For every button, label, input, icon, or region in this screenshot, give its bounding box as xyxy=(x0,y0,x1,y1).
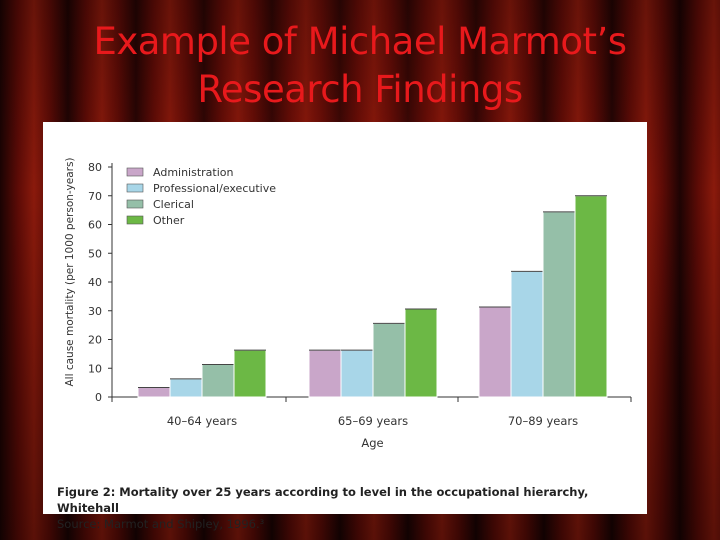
slide-title-line-1: Example of Michael Marmot’s xyxy=(93,20,627,63)
legend-swatch xyxy=(126,167,144,177)
bar-administration-1 xyxy=(308,349,342,398)
legend-entry: Professional/executive xyxy=(153,182,276,195)
bar-administration-0 xyxy=(137,387,171,398)
legend-entry: Clerical xyxy=(153,198,194,211)
y-tick-label: 70 xyxy=(88,190,102,203)
y-tick-label: 30 xyxy=(88,305,102,318)
bar-clerical-0 xyxy=(201,364,235,398)
slide-title-line-2: Research Findings xyxy=(197,68,523,111)
x-axis-label: Age xyxy=(361,436,383,450)
legend-entry: Administration xyxy=(153,166,234,179)
figure-panel: 0 10 20 30 40 50 60 70 80 All cause mortality (pe… xyxy=(43,122,647,531)
bar-professional-executive-0 xyxy=(169,378,203,398)
figure-caption: Figure 2: Mortality over 25 years accord… xyxy=(57,484,637,532)
y-tick-label: 10 xyxy=(88,362,102,375)
slide-title: Example of Michael Marmot’s Research Fin… xyxy=(40,18,680,114)
caption-title: Figure 2: Mortality over 25 years accord… xyxy=(57,485,589,515)
y-tick-label: 50 xyxy=(88,247,102,260)
y-tick-label: 80 xyxy=(88,161,102,174)
bar-professional-executive-1 xyxy=(340,349,374,398)
bar-other-2 xyxy=(574,195,608,398)
y-axis-label: All cause mortality (per 1000 person-yea… xyxy=(64,157,76,386)
bar-administration-2 xyxy=(478,306,512,398)
bar-clerical-1 xyxy=(372,322,406,398)
x-category-label: 70–89 years xyxy=(508,414,578,428)
bar-professional-executive-2 xyxy=(510,270,544,398)
y-tick-label: 0 xyxy=(95,391,102,404)
y-tick-label: 20 xyxy=(88,334,102,347)
legend-swatch xyxy=(126,183,144,193)
bar-clerical-2 xyxy=(542,211,576,398)
bar-other-1 xyxy=(404,308,438,398)
legend-swatch xyxy=(126,199,144,209)
mortality-bar-chart: 0 10 20 30 40 50 60 70 80 All cause mortality (pe… xyxy=(64,157,632,450)
x-category-label: 40–64 years xyxy=(167,414,237,428)
y-tick-label: 60 xyxy=(88,219,102,232)
y-tick-label: 40 xyxy=(88,276,102,289)
caption-source: Source: Marmot and Shipley, 1996.³ xyxy=(57,517,265,531)
legend-entry: Other xyxy=(153,214,185,227)
x-category-label: 65–69 years xyxy=(338,414,408,428)
legend-swatch xyxy=(126,215,144,225)
bar-other-0 xyxy=(233,349,267,398)
